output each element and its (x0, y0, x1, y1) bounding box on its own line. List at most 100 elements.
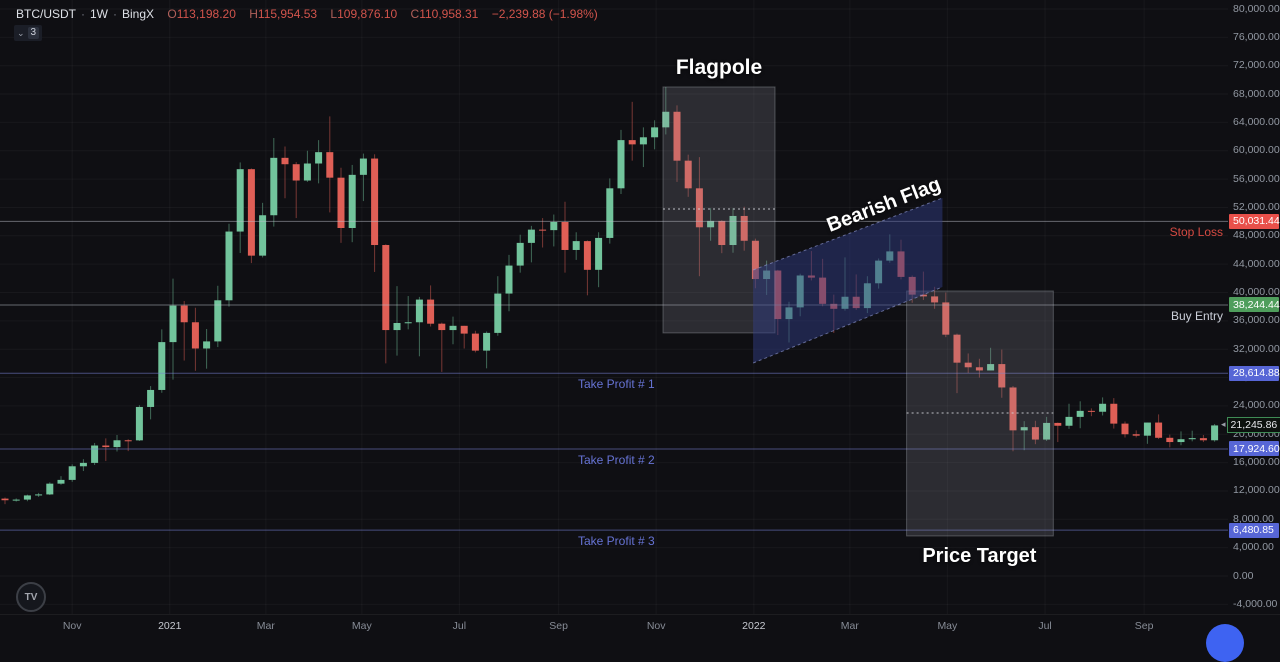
candle-body (247, 169, 255, 256)
candle-body (1199, 438, 1207, 441)
candle (449, 316, 457, 345)
candle-body (270, 157, 278, 216)
y-axis-label: 16,000.00 (1233, 456, 1280, 469)
candle (404, 296, 412, 330)
exchange-label[interactable]: BingX (122, 7, 155, 21)
candle-body (438, 323, 446, 331)
candle (102, 438, 110, 462)
candle (315, 140, 323, 184)
candle-body (303, 163, 311, 181)
candle (180, 301, 188, 361)
candle-body (1065, 416, 1073, 426)
ohlc-high: H115,954.53 (249, 7, 317, 21)
interval-label[interactable]: 1W (90, 7, 108, 21)
x-axis-label: Sep (1134, 620, 1154, 632)
x-axis-label: Mar (840, 620, 859, 632)
candle-body (1211, 425, 1219, 441)
candle-body (427, 299, 435, 324)
ohlc-value: 109,876.10 (337, 7, 398, 21)
take-profit-3-label[interactable]: Take Profit # 3 (578, 534, 655, 549)
candle-body (337, 177, 345, 229)
candle-body (46, 483, 54, 495)
price-axis[interactable]: 80,000.00 76,000.00 72,000.00 68,000.00 64,0… (1228, 0, 1280, 614)
bearish-flag-channel-edge (752, 286, 943, 364)
candle-body (1132, 434, 1140, 436)
candle-body (673, 111, 681, 161)
stop-loss-label[interactable]: Stop Loss (1169, 225, 1223, 240)
price-target-label[interactable]: Price Target (922, 544, 1037, 567)
ohlc-value: 110,958.31 (419, 7, 479, 21)
candle (236, 162, 244, 254)
bearish-flag-channel[interactable] (753, 198, 943, 363)
candle (729, 208, 737, 253)
candle (695, 157, 703, 277)
x-axis-label: Mar (256, 620, 275, 632)
object-count: 3 (27, 27, 40, 39)
price-badge-take-profit-1: 28,614.88 (1229, 365, 1280, 381)
y-axis-label: 32,000.00 (1233, 342, 1280, 355)
objects-tree-chip[interactable]: ⌄ 3 (14, 25, 43, 41)
candle (169, 278, 177, 380)
candle-body (158, 342, 166, 390)
candle (415, 296, 423, 357)
candle (964, 353, 972, 373)
legend: BTC/USDT · 1W · BingX O113,198.20 H115,954.5… (16, 7, 598, 21)
time-axis[interactable]: Nov 2021 Mar May Jul Sep Nov 2022 Mar May Jul Sep (0, 614, 1280, 636)
candle-body (281, 157, 289, 165)
candle (684, 154, 692, 197)
candle (135, 405, 143, 441)
candle (494, 276, 502, 336)
candle (1043, 416, 1051, 441)
candle-body (964, 362, 972, 368)
y-axis-label: 24,000.00 (1233, 399, 1280, 412)
candle (371, 154, 379, 272)
symbol-title[interactable]: BTC/USDT (16, 7, 76, 21)
y-axis-label: 80,000.00 (1233, 2, 1280, 15)
candle-body (639, 137, 647, 145)
candle (1211, 423, 1219, 442)
y-axis-label: 68,000.00 (1233, 87, 1280, 100)
candle-body (1031, 427, 1039, 440)
candle (247, 168, 255, 264)
candle-body (57, 479, 65, 484)
candle (225, 223, 233, 307)
y-axis-label: 44,000.00 (1233, 257, 1280, 270)
candle-body (516, 242, 524, 266)
candle-body (572, 241, 580, 250)
flagpole-label[interactable]: Flagpole (675, 56, 763, 80)
candle (707, 208, 715, 241)
candle-body (79, 462, 87, 467)
candle-body (975, 367, 983, 371)
candle (1166, 434, 1174, 448)
x-axis-label: Nov (62, 620, 82, 632)
candle (651, 120, 659, 150)
candle-body (35, 494, 43, 496)
chart-canvas[interactable] (0, 0, 1280, 635)
candle (1076, 401, 1084, 429)
x-axis-label: Jul (452, 620, 467, 632)
candle-body (740, 215, 748, 241)
candle-body (113, 440, 121, 448)
candle-body (1, 498, 9, 501)
candle-body (460, 325, 468, 334)
take-profit-2-label[interactable]: Take Profit # 2 (578, 452, 655, 467)
candle-body (718, 220, 726, 246)
candle-body (707, 220, 715, 228)
candle (1121, 421, 1129, 438)
y-axis-label: 36,000.00 (1233, 314, 1280, 327)
x-axis-label: Nov (646, 620, 666, 632)
take-profit-1-label[interactable]: Take Profit # 1 (578, 377, 655, 392)
price-target-box[interactable] (906, 290, 1054, 537)
flagpole-box[interactable] (662, 86, 776, 334)
candle-body (539, 229, 547, 231)
candle (337, 167, 345, 243)
candle (147, 386, 155, 420)
candle (326, 116, 334, 213)
buy-entry-label[interactable]: Buy Entry (1170, 308, 1223, 323)
candle (639, 127, 647, 168)
ohlc-value: 113,198.20 (176, 7, 236, 21)
candle-body (404, 322, 412, 324)
floating-action-button[interactable] (1206, 624, 1244, 662)
tradingview-logo[interactable]: TV (16, 582, 46, 612)
